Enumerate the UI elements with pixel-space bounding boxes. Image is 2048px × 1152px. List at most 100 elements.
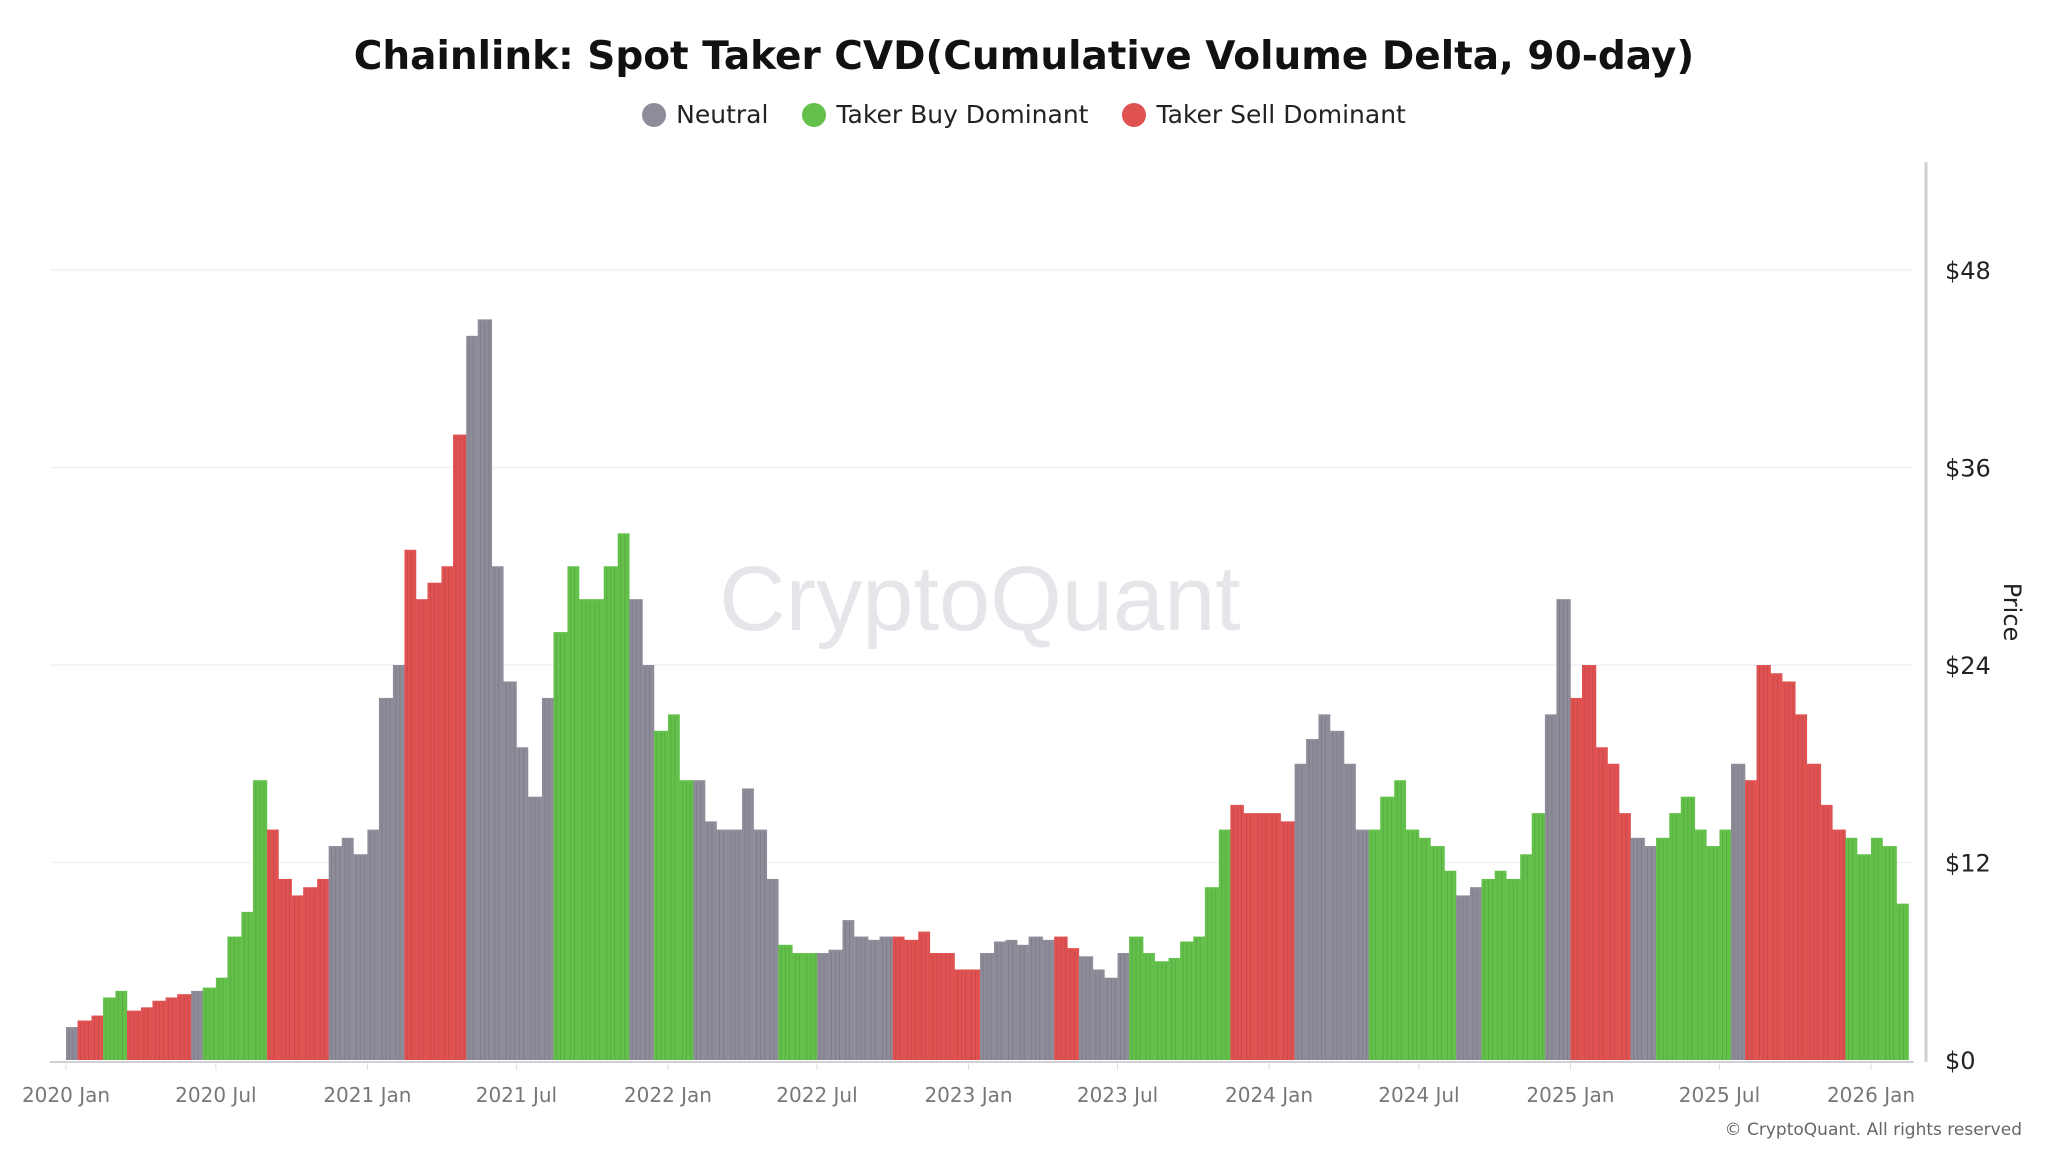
copyright: © CryptoQuant. All rights reserved: [1724, 1120, 2022, 1140]
price-bar: [579, 599, 593, 1060]
price-bar: [241, 911, 254, 1060]
price-bar: [115, 990, 128, 1060]
price-bar: [778, 944, 793, 1060]
price-bar: [1168, 957, 1181, 1060]
price-bar: [1418, 837, 1431, 1060]
y-tick-label: $48: [1945, 257, 1991, 285]
price-bar: [728, 829, 743, 1060]
price-bar: [441, 566, 454, 1060]
y-axis-label: Price: [1998, 583, 2026, 642]
price-bar: [592, 599, 605, 1060]
price-bar: [1405, 829, 1420, 1060]
price-bar: [367, 829, 380, 1060]
legend: Neutral Taker Buy Dominant Taker Sell Do…: [0, 100, 2048, 129]
price-bar: [1570, 697, 1583, 1060]
price-bar: [1607, 763, 1620, 1060]
price-bar: [77, 1020, 92, 1060]
price-bar: [567, 566, 580, 1060]
price-bar: [1078, 956, 1094, 1060]
price-bar: [1355, 829, 1369, 1060]
price-bar: [1544, 714, 1557, 1060]
price-bar: [516, 747, 529, 1060]
price-bar: [477, 319, 493, 1060]
price-bar: [427, 582, 442, 1060]
y-tick-label: $36: [1945, 455, 1991, 483]
price-bar: [1028, 936, 1043, 1060]
price-bar: [1795, 714, 1808, 1060]
x-tick-label: 2021 Jul: [476, 1083, 557, 1107]
price-bar: [252, 780, 268, 1060]
watermark: CryptoQuant: [719, 548, 1241, 650]
price-bar: [404, 549, 417, 1060]
x-tick-label: 2023 Jan: [924, 1083, 1012, 1107]
price-bar: [1255, 813, 1270, 1060]
price-bar: [1394, 780, 1407, 1060]
x-tick-label: 2020 Jan: [22, 1083, 110, 1107]
price-bar: [1430, 846, 1445, 1060]
price-bar: [868, 939, 880, 1060]
price-bar: [466, 335, 479, 1060]
y-tick-label: $0: [1945, 1047, 1976, 1075]
price-bar: [1896, 903, 1909, 1060]
price-bar: [918, 931, 931, 1060]
price-bar: [152, 1000, 166, 1060]
price-bar: [766, 878, 779, 1060]
price-bar: [742, 788, 754, 1060]
axes: $0 $12 $24 $36 $48 Price 2020 Jan 2020 Jul 2021 …: [22, 162, 2026, 1107]
price-bar: [1117, 953, 1130, 1060]
legend-item-taker-sell[interactable]: Taker Sell Dominant: [1122, 100, 1406, 129]
price-bar: [177, 994, 192, 1060]
legend-label: Taker Buy Dominant: [836, 100, 1089, 129]
price-bar: [1581, 665, 1597, 1060]
price-bar: [1845, 837, 1858, 1060]
price-bar: [1756, 665, 1771, 1060]
y-tick-label: $12: [1945, 850, 1991, 878]
price-bar: [679, 780, 694, 1060]
price-bar: [165, 997, 178, 1060]
legend-dot-sell: [1122, 102, 1147, 127]
price-bar: [126, 1010, 142, 1060]
price-bar: [1005, 939, 1018, 1060]
legend-dot-neutral: [642, 102, 667, 127]
price-bar: [1218, 829, 1231, 1060]
price-bar: [1669, 813, 1682, 1060]
price-bar: [1380, 796, 1395, 1060]
price-bar: [215, 977, 228, 1060]
x-tick-label: 2021 Jan: [323, 1083, 411, 1107]
price-bar: [1719, 829, 1732, 1060]
price-bar: [491, 566, 504, 1060]
price-bar: [1644, 846, 1657, 1060]
x-tick-label: 2026 Jan: [1827, 1083, 1915, 1107]
price-bar: [1871, 837, 1883, 1060]
price-bar: [1180, 941, 1194, 1060]
price-bar: [202, 987, 217, 1060]
price-bar: [642, 665, 655, 1060]
price-bar: [1017, 944, 1029, 1060]
price-bar: [1343, 763, 1356, 1060]
chart-title: Chainlink: Spot Taker CVD(Cumulative Vol…: [353, 34, 1695, 79]
price-bar: [1619, 813, 1631, 1060]
price-bar: [1680, 796, 1696, 1060]
legend-item-taker-buy[interactable]: Taker Buy Dominant: [802, 100, 1088, 129]
price-bar: [103, 997, 116, 1060]
price-bar: [1782, 681, 1796, 1060]
price-bar: [854, 936, 869, 1060]
price-bar: [1630, 837, 1645, 1060]
price-bar: [879, 936, 894, 1060]
price-bar: [617, 533, 630, 1060]
price-bar: [227, 936, 242, 1060]
legend-item-neutral[interactable]: Neutral: [642, 100, 768, 129]
price-bar: [968, 969, 981, 1060]
price-bar: [278, 878, 292, 1060]
price-bar: [553, 632, 568, 1060]
price-bar: [667, 714, 680, 1060]
price-bar: [1280, 821, 1295, 1060]
price-bar: [1820, 804, 1833, 1060]
price-bar: [792, 953, 805, 1060]
price-bar: [1469, 887, 1482, 1060]
price-bar: [1243, 813, 1256, 1060]
price-bar: [716, 829, 729, 1060]
legend-label: Taker Sell Dominant: [1156, 100, 1406, 129]
price-bar: [191, 990, 203, 1060]
